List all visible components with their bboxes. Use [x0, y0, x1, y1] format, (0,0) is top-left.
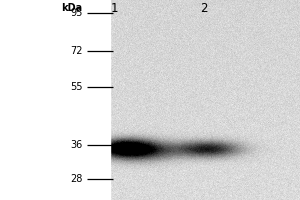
Text: 95: 95 [70, 8, 82, 18]
Text: 28: 28 [70, 174, 82, 184]
Text: 72: 72 [70, 46, 83, 56]
Text: 55: 55 [70, 82, 83, 92]
Text: 2: 2 [200, 2, 208, 15]
Text: 1: 1 [110, 2, 118, 15]
Text: kDa: kDa [61, 3, 82, 13]
Text: 36: 36 [70, 140, 82, 150]
Bar [0, 0, 110, 200]
